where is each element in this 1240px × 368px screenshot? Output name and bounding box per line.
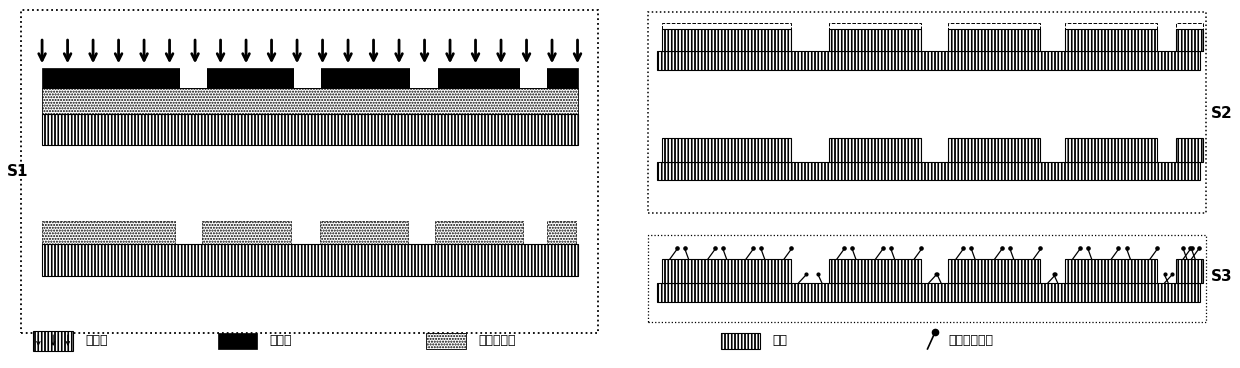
Bar bbox=[42, 114, 578, 145]
Bar bbox=[435, 221, 523, 244]
Bar bbox=[949, 23, 1040, 51]
Bar bbox=[180, 68, 207, 88]
Bar bbox=[1065, 138, 1157, 162]
Bar bbox=[662, 138, 791, 162]
Bar bbox=[949, 28, 1040, 51]
Bar bbox=[42, 114, 578, 145]
Bar bbox=[410, 68, 438, 88]
Bar bbox=[657, 162, 1200, 180]
Bar bbox=[949, 138, 1040, 162]
Text: 掩膜版: 掩膜版 bbox=[269, 334, 291, 347]
Bar bbox=[949, 138, 1040, 162]
Bar bbox=[42, 244, 578, 276]
Bar bbox=[722, 333, 760, 349]
Bar bbox=[1065, 23, 1157, 51]
Bar bbox=[427, 333, 466, 349]
Text: 表面活性基团: 表面活性基团 bbox=[949, 334, 993, 347]
Bar bbox=[657, 283, 1200, 302]
Bar bbox=[662, 28, 791, 51]
Bar bbox=[202, 221, 291, 244]
Bar bbox=[949, 259, 1040, 283]
Bar bbox=[520, 68, 547, 88]
Bar bbox=[647, 235, 1207, 322]
Bar bbox=[1176, 23, 1203, 51]
Text: S3: S3 bbox=[1211, 269, 1233, 284]
Bar bbox=[647, 12, 1207, 213]
Bar bbox=[1065, 138, 1157, 162]
Bar bbox=[830, 28, 921, 51]
Bar bbox=[662, 259, 791, 283]
Text: S1: S1 bbox=[6, 164, 29, 179]
Bar bbox=[1176, 28, 1203, 51]
Bar bbox=[42, 68, 578, 88]
Bar bbox=[1176, 138, 1203, 162]
Bar bbox=[294, 68, 321, 88]
Text: 正性光刻胶: 正性光刻胶 bbox=[479, 334, 516, 347]
Bar bbox=[657, 283, 1200, 302]
Bar bbox=[42, 88, 578, 114]
Bar bbox=[1176, 259, 1203, 283]
Bar bbox=[662, 259, 791, 283]
Bar bbox=[722, 333, 760, 349]
Bar bbox=[42, 244, 578, 276]
Bar bbox=[830, 259, 921, 283]
Text: 紫外光: 紫外光 bbox=[86, 334, 108, 347]
Bar bbox=[830, 138, 921, 162]
Bar bbox=[1065, 28, 1157, 51]
Bar bbox=[218, 333, 257, 349]
Bar bbox=[830, 23, 921, 51]
Bar bbox=[830, 138, 921, 162]
Bar bbox=[830, 259, 921, 283]
Bar bbox=[662, 138, 791, 162]
Bar bbox=[657, 162, 1200, 180]
Bar bbox=[662, 23, 791, 51]
Bar bbox=[949, 28, 1040, 51]
Bar bbox=[33, 331, 73, 351]
Bar bbox=[320, 221, 408, 244]
Bar bbox=[547, 221, 577, 244]
Bar bbox=[1065, 259, 1157, 283]
Bar bbox=[1176, 28, 1203, 51]
Bar bbox=[949, 259, 1040, 283]
Bar bbox=[657, 51, 1200, 70]
Bar bbox=[1176, 259, 1203, 283]
Bar bbox=[657, 51, 1200, 70]
Bar bbox=[21, 10, 599, 333]
Text: S2: S2 bbox=[1211, 106, 1233, 121]
Text: 硬片: 硬片 bbox=[773, 334, 787, 347]
Bar bbox=[1065, 28, 1157, 51]
Bar bbox=[662, 28, 791, 51]
Bar bbox=[33, 331, 73, 351]
Bar bbox=[1176, 138, 1203, 162]
Bar bbox=[830, 28, 921, 51]
Bar bbox=[1065, 259, 1157, 283]
Bar bbox=[42, 221, 175, 244]
